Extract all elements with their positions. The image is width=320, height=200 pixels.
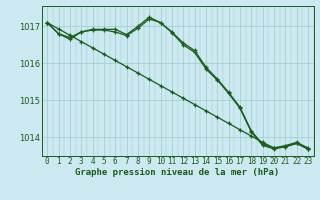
X-axis label: Graphe pression niveau de la mer (hPa): Graphe pression niveau de la mer (hPa)	[76, 168, 280, 177]
